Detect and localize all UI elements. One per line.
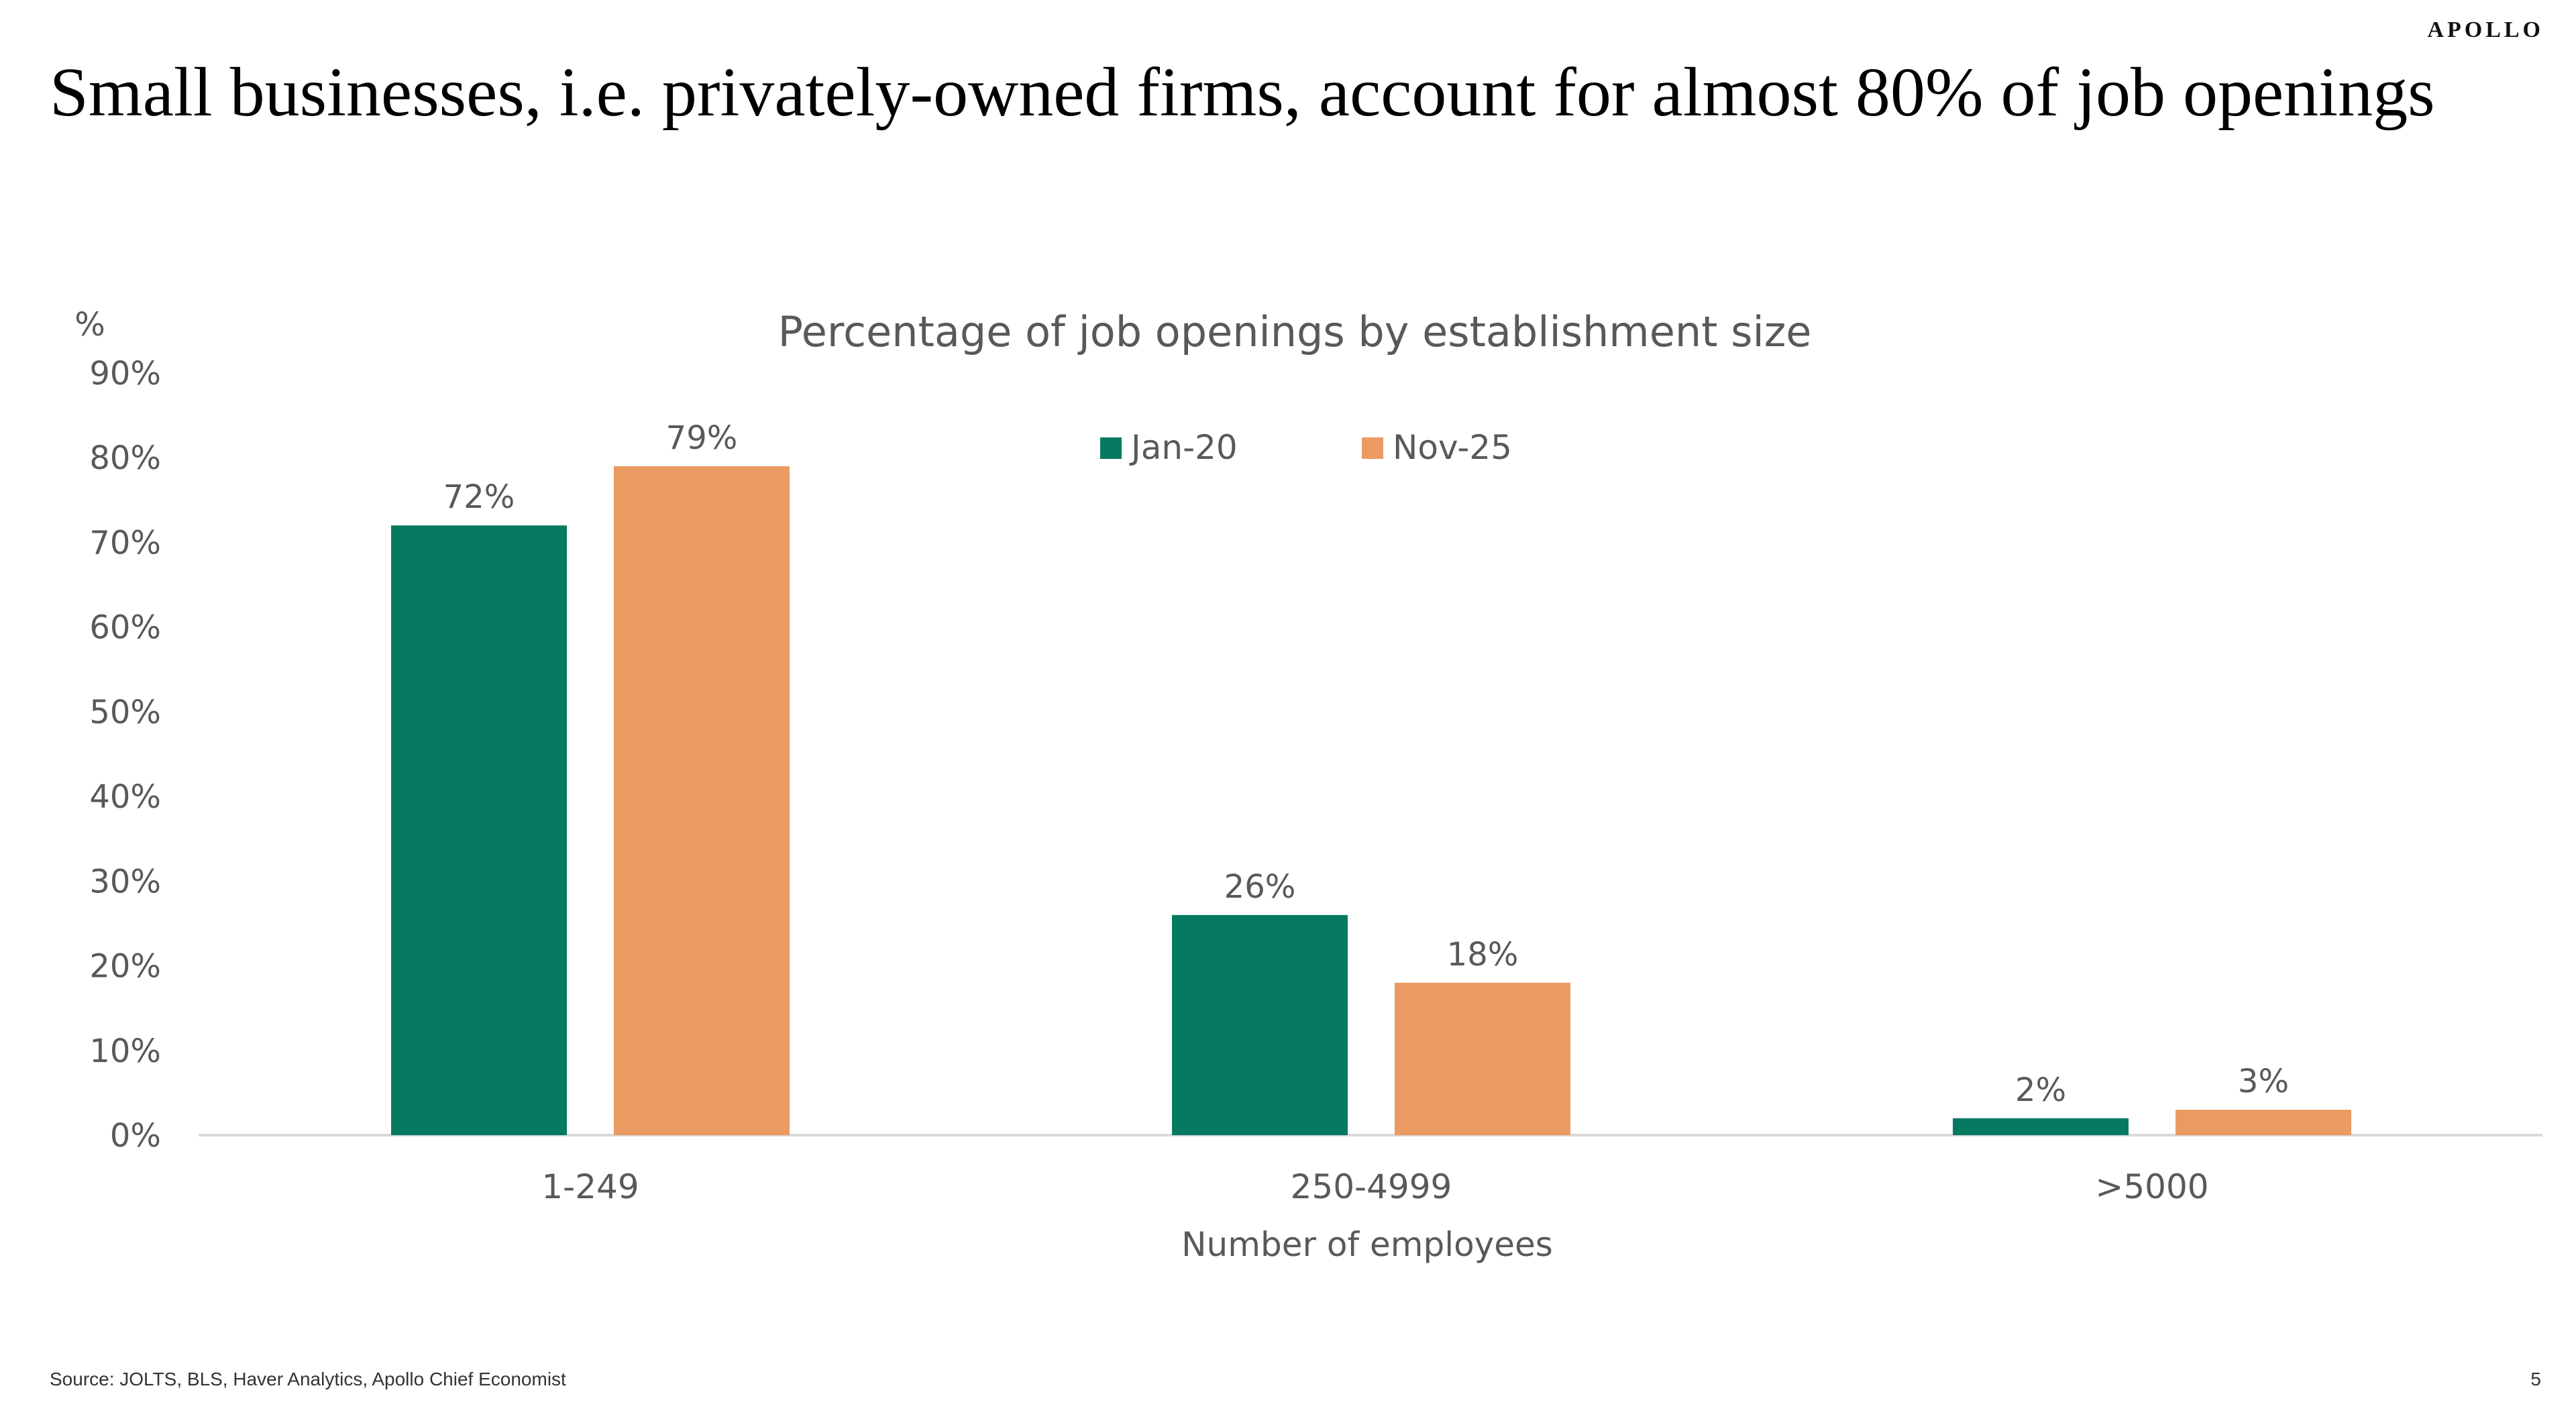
y-tick-label: 60% (89, 609, 161, 647)
y-axis-ticks: 0% 10% 20% 30% 40% 50% 60% 70% 80% 90% (89, 355, 2542, 1155)
y-axis-unit-label: % (74, 306, 105, 344)
apollo-logo: APOLLO (2427, 17, 2544, 42)
legend-swatch-jan-20 (1100, 437, 1122, 459)
chart-title: Percentage of job openings by establishm… (778, 307, 1812, 356)
bar-value-label: 3% (2238, 1063, 2289, 1100)
bar-value-label: 18% (1447, 936, 1519, 973)
bar-value-label: 26% (1224, 868, 1296, 906)
y-tick-label: 0% (110, 1117, 161, 1155)
y-tick-label: 20% (89, 948, 161, 986)
bar-jan-20 (1172, 914, 1348, 1135)
bar-value-label: 72% (443, 478, 515, 516)
bar-nov-25 (614, 466, 790, 1135)
page-number: 5 (2530, 1369, 2541, 1389)
bar-value-label: 2% (2015, 1071, 2066, 1109)
source-note: Source: JOLTS, BLS, Haver Analytics, Apo… (50, 1369, 566, 1389)
x-tick-label: 1-249 (541, 1167, 639, 1206)
legend: Jan-20 Nov-25 (1100, 428, 1512, 467)
bar-jan-20 (391, 525, 567, 1135)
bar-value-label: 79% (666, 419, 738, 457)
bars-group (391, 466, 2351, 1135)
data-labels-group: 72% 26% 2% 79% 18% 3% (443, 419, 2289, 1109)
bar-jan-20 (1953, 1118, 2129, 1135)
legend-swatch-nov-25 (1362, 437, 1383, 459)
y-tick-label: 90% (89, 355, 161, 392)
y-tick-label: 10% (89, 1033, 161, 1070)
x-axis-ticks: 1-249 250-4999 >5000 (541, 1167, 2208, 1206)
y-tick-label: 70% (89, 524, 161, 562)
legend-label: Nov-25 (1393, 428, 1512, 467)
x-tick-label: 250-4999 (1291, 1167, 1452, 1206)
y-tick-label: 30% (89, 863, 161, 900)
x-axis-title: Number of employees (1181, 1225, 1553, 1264)
legend-label: Jan-20 (1129, 428, 1238, 467)
x-tick-label: >5000 (2095, 1167, 2208, 1206)
slide-title: Small businesses, i.e. privately-owned f… (50, 54, 2435, 131)
y-tick-label: 50% (89, 694, 161, 731)
y-tick-label: 80% (89, 439, 161, 477)
bar-nov-25 (1395, 982, 1570, 1135)
y-tick-label: 40% (89, 778, 161, 816)
bar-nov-25 (2176, 1110, 2351, 1135)
